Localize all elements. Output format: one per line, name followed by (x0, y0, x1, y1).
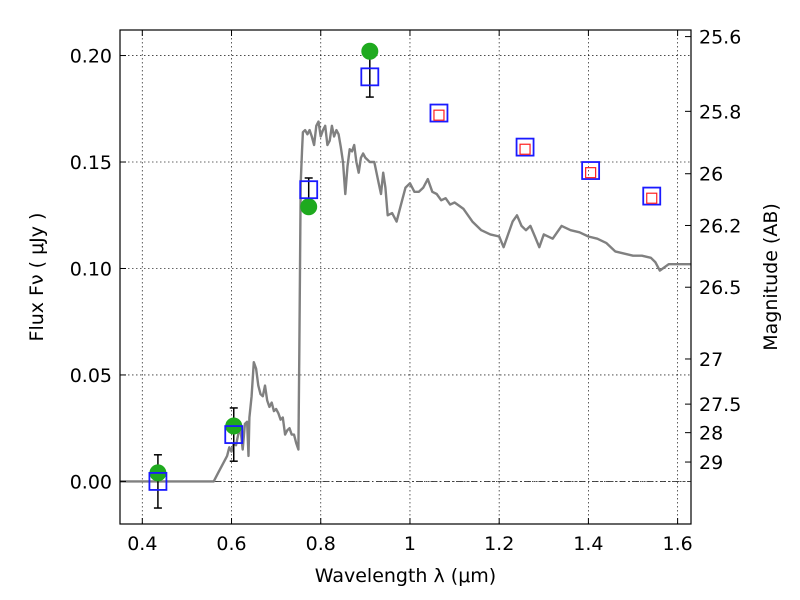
data-point-small-square (519, 143, 531, 155)
data-point-square (299, 180, 319, 200)
x-axis-ticks: 0.4 0.6 0.8 1 1.2 1.4 1.6 (127, 30, 693, 555)
mag-tick-label: 25.6 (699, 27, 741, 49)
spectrum-line (120, 120, 691, 483)
x-tick-label: 0.8 (306, 533, 336, 555)
y-tick-label: 0.20 (70, 46, 112, 68)
plot-frame (119, 29, 692, 525)
data-point-small-square (646, 192, 658, 204)
y-tick-label: 0.00 (70, 471, 112, 493)
mag-tick-label: 25.8 (699, 101, 741, 123)
model-spectrum (120, 120, 691, 483)
x-tick-label: 1 (404, 533, 416, 555)
x-tick-label: 1.6 (663, 533, 693, 555)
mag-tick-label: 27.5 (699, 394, 741, 416)
mag-tick-label: 26.5 (699, 277, 741, 299)
x-tick-label: 0.6 (216, 533, 246, 555)
data-point-small-square (585, 167, 597, 179)
data-point-square (360, 67, 380, 87)
grid-lines (120, 30, 691, 524)
y-axis-ticks: 0.00 0.05 0.10 0.15 0.20 (70, 46, 126, 493)
data-points (148, 42, 662, 509)
data-point-square (515, 137, 535, 157)
y-tick-label: 0.10 (70, 258, 112, 280)
y-tick-label: 0.05 (70, 365, 112, 387)
mag-tick-label: 28 (699, 423, 723, 445)
mag-tick-label: 26.2 (699, 215, 741, 237)
data-point-circle (361, 42, 379, 60)
mag-tick-label: 26 (699, 164, 723, 186)
data-point-square (148, 472, 168, 491)
y-tick-label: 0.15 (70, 152, 112, 174)
data-point-square (581, 161, 601, 180)
mag-tick-label: 29 (699, 452, 723, 474)
x-tick-label: 0.4 (127, 533, 157, 555)
right-axis-label: Magnitude (AB) (760, 203, 782, 351)
x-axis-label: Wavelength λ (μm) (315, 565, 496, 587)
y-axis-label: Flux Fν ( μJy ) (26, 213, 48, 342)
mag-tick-label: 27 (699, 349, 723, 371)
magnitude-axis-ticks: 25.6 25.8 26 26.2 26.5 27 27.5 28 29 (685, 27, 741, 474)
data-point-circle (300, 198, 318, 216)
data-point-square (429, 103, 449, 123)
data-point-small-square (433, 109, 445, 121)
data-point-square (642, 186, 662, 206)
data-point-square (224, 425, 244, 444)
x-tick-label: 1.2 (484, 533, 514, 555)
x-tick-label: 1.4 (573, 533, 603, 555)
